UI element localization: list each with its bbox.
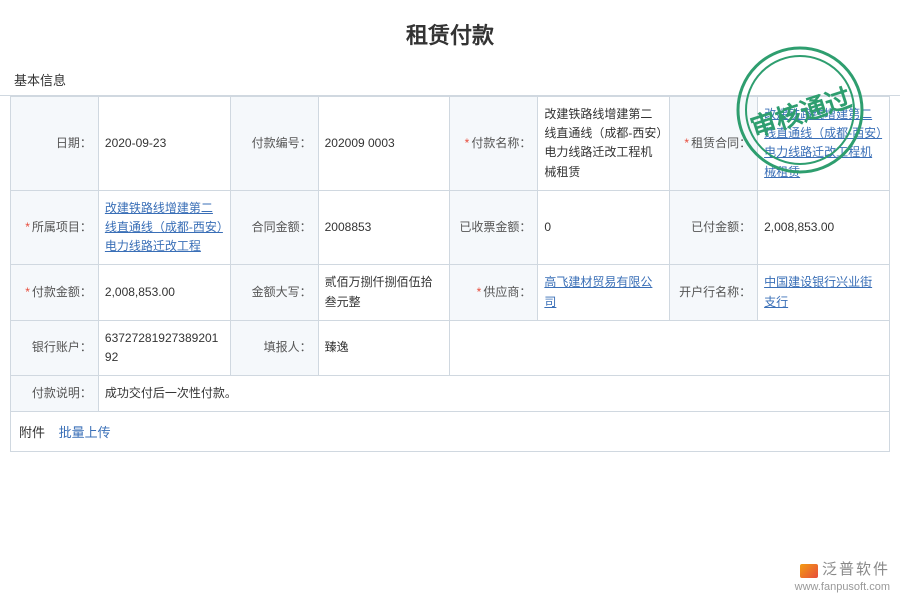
label-project: *所属项目： bbox=[11, 190, 99, 265]
label-amt-cn: 金额大写： bbox=[230, 265, 318, 320]
label-supplier: *供应商： bbox=[450, 265, 538, 320]
value-pay-amt: 2,008,853.00 bbox=[98, 265, 230, 320]
value-pay-note: 成功交付后一次性付款。 bbox=[98, 376, 889, 412]
value-received-amt: 0 bbox=[538, 190, 670, 265]
label-lease-contract: *租赁合同： bbox=[670, 97, 758, 191]
batch-upload-link[interactable]: 批量上传 bbox=[59, 425, 111, 440]
form-table: 日期： 2020-09-23 付款编号： 202009 0003 *付款名称： … bbox=[10, 96, 890, 412]
label-pay-amt: *付款金额： bbox=[11, 265, 99, 320]
page-title: 租赁付款 bbox=[0, 0, 900, 64]
label-bank-acct: 银行账户： bbox=[11, 320, 99, 375]
value-bank-name[interactable]: 中国建设银行兴业街支行 bbox=[758, 265, 890, 320]
value-date: 2020-09-23 bbox=[98, 97, 230, 191]
section-basic-info: 基本信息 bbox=[0, 64, 900, 96]
value-lease-contract[interactable]: 改建铁路线增建第二线直通线（成都-西安）电力线路迁改工程机械租赁 bbox=[758, 97, 890, 191]
attachment-section: 附件 批量上传 bbox=[10, 412, 890, 452]
label-pay-name: *付款名称： bbox=[450, 97, 538, 191]
logo-icon bbox=[800, 564, 818, 578]
value-paid-amt: 2,008,853.00 bbox=[758, 190, 890, 265]
value-bank-acct: 6372728192738920192 bbox=[98, 320, 230, 375]
label-date: 日期： bbox=[11, 97, 99, 191]
watermark: 泛普软件 www.fanpusoft.com bbox=[795, 560, 890, 594]
value-pay-name: 改建铁路线增建第二线直通线（成都-西安）电力线路迁改工程机械租赁 bbox=[538, 97, 670, 191]
value-supplier[interactable]: 高飞建材贸易有限公司 bbox=[538, 265, 670, 320]
value-amt-cn: 贰佰万捌仟捌佰伍拾叁元整 bbox=[318, 265, 450, 320]
label-bank-name: 开户行名称： bbox=[670, 265, 758, 320]
label-received-amt: 已收票金额： bbox=[450, 190, 538, 265]
value-contract-amt: 2008853 bbox=[318, 190, 450, 265]
value-project[interactable]: 改建铁路线增建第二线直通线（成都-西安）电力线路迁改工程 bbox=[98, 190, 230, 265]
label-paid-amt: 已付金额： bbox=[670, 190, 758, 265]
label-filler: 填报人： bbox=[230, 320, 318, 375]
label-pay-no: 付款编号： bbox=[230, 97, 318, 191]
value-filler: 臻逸 bbox=[318, 320, 450, 375]
value-pay-no: 202009 0003 bbox=[318, 97, 450, 191]
label-pay-note: 付款说明： bbox=[11, 376, 99, 412]
label-contract-amt: 合同金额： bbox=[230, 190, 318, 265]
attachment-label: 附件 bbox=[19, 425, 45, 440]
